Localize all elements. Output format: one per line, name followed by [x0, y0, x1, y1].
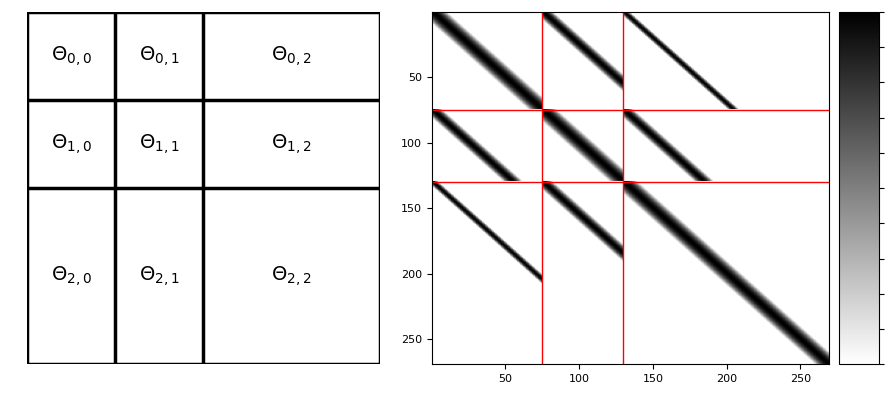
Text: $\Theta_{2,1}$: $\Theta_{2,1}$: [139, 264, 179, 288]
Text: $\Theta_{2,2}$: $\Theta_{2,2}$: [272, 264, 312, 288]
Text: $\Theta_{1,1}$: $\Theta_{1,1}$: [139, 132, 179, 156]
Text: $\Theta_{0,2}$: $\Theta_{0,2}$: [272, 44, 312, 68]
Text: $\Theta_{1,2}$: $\Theta_{1,2}$: [272, 132, 312, 156]
Text: $\Theta_{0,0}$: $\Theta_{0,0}$: [51, 44, 91, 68]
Text: $\Theta_{2,0}$: $\Theta_{2,0}$: [51, 264, 91, 288]
Text: $\Theta_{1,0}$: $\Theta_{1,0}$: [51, 132, 91, 156]
Text: $\Theta_{0,1}$: $\Theta_{0,1}$: [139, 44, 179, 68]
